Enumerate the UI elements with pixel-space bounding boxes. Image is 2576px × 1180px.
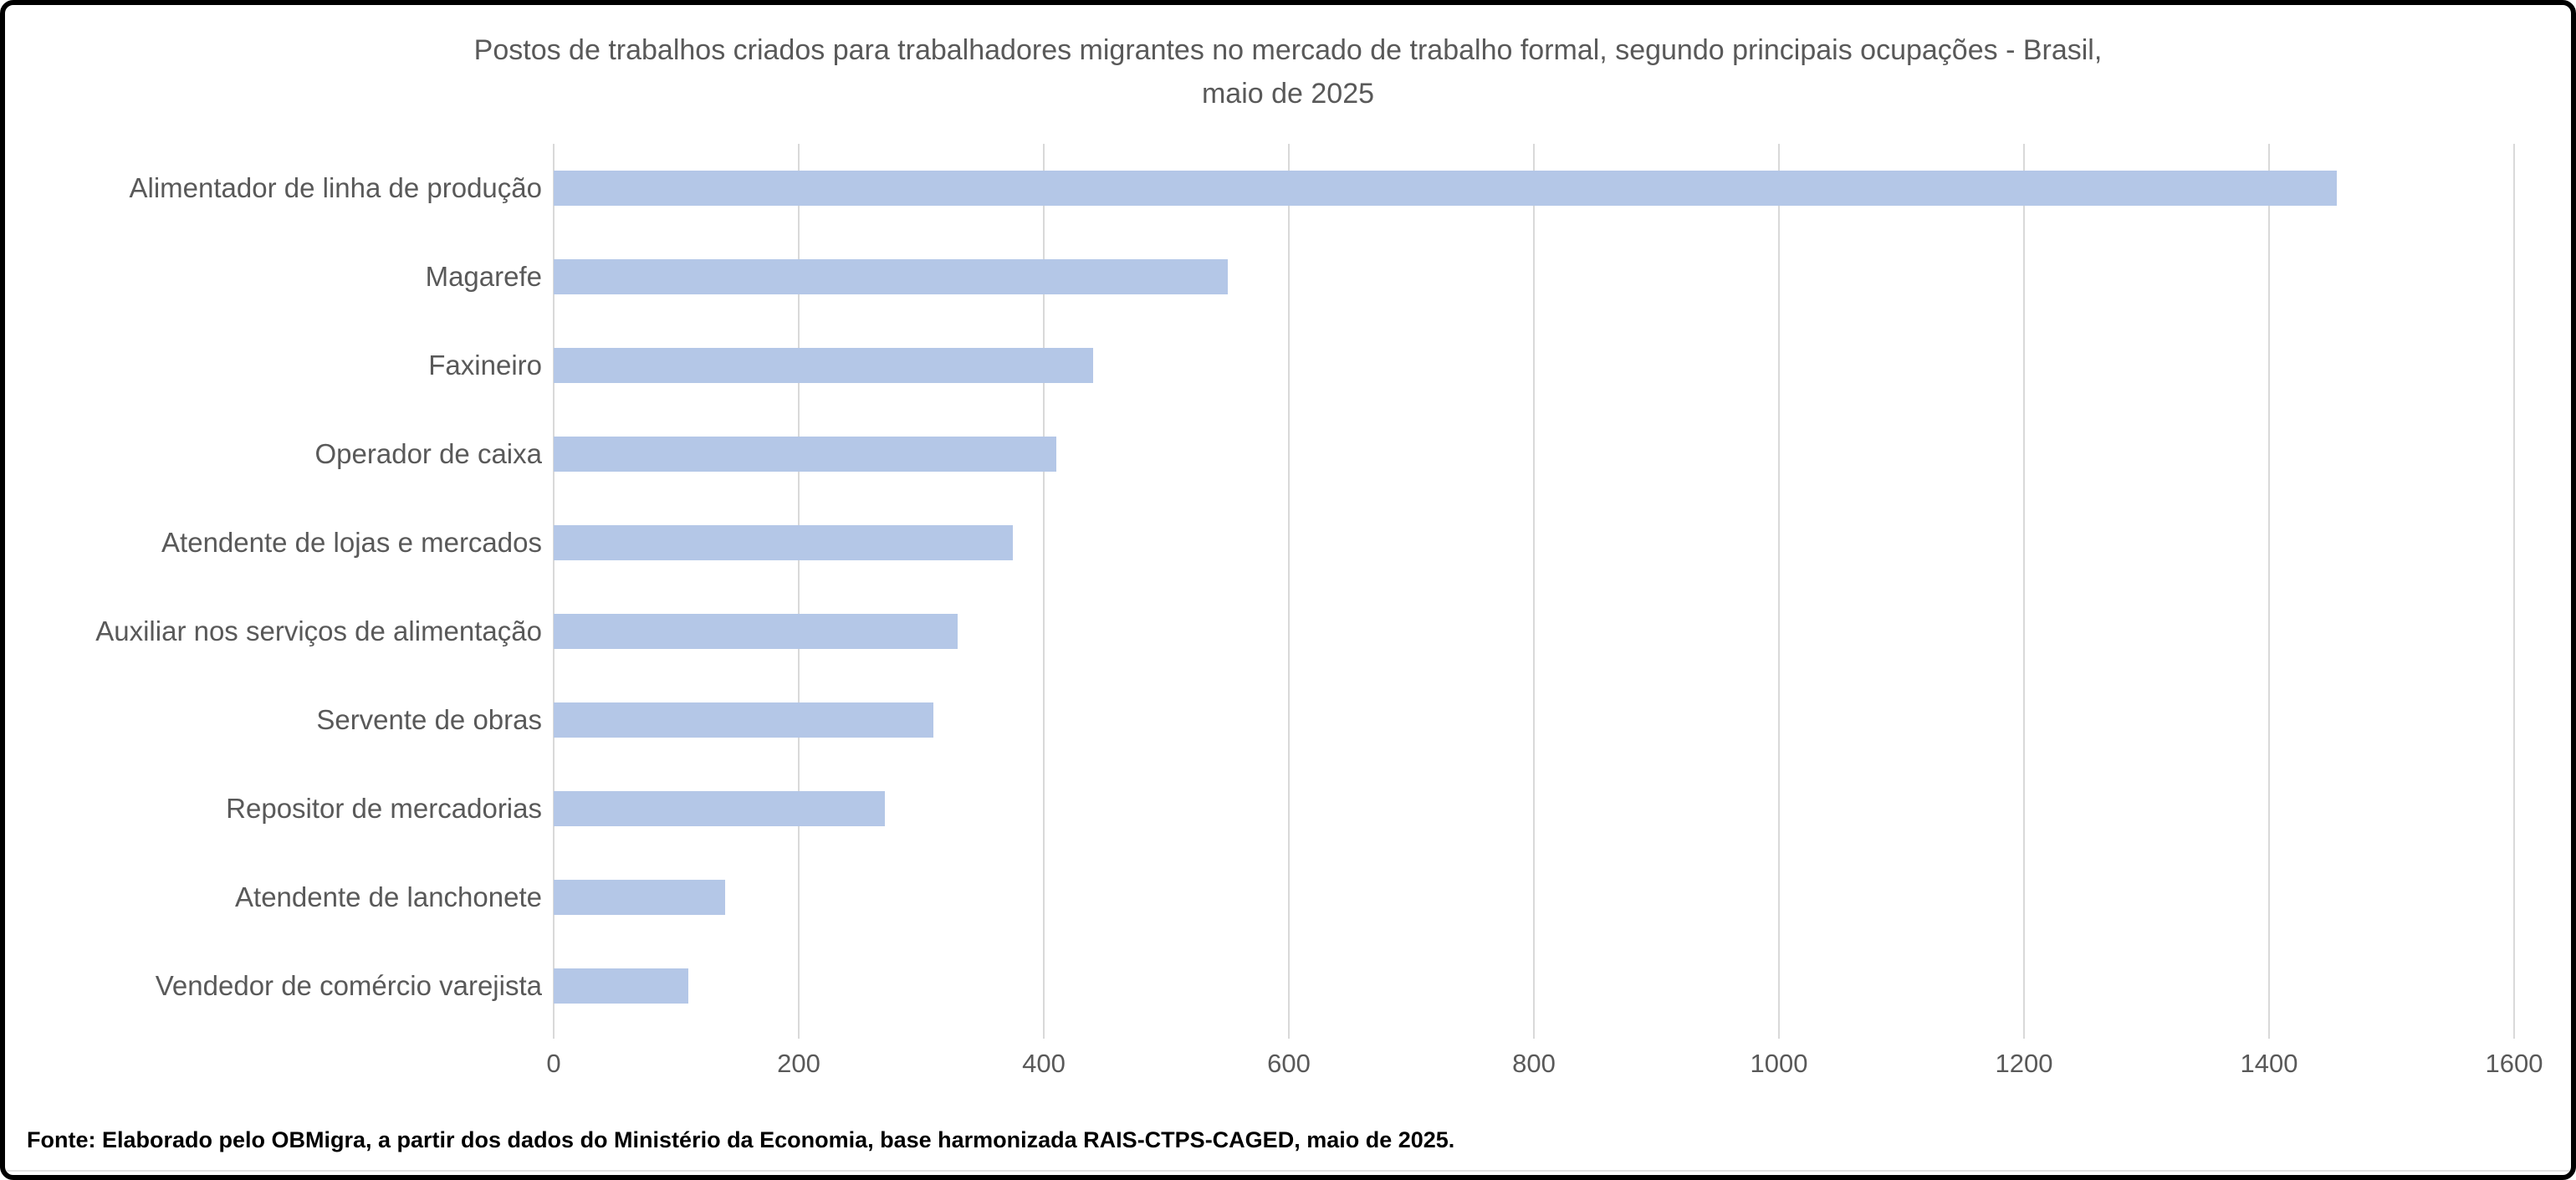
category-label: Atendente de lojas e mercados [161,527,542,558]
source-note: Fonte: Elaborado pelo OBMigra, a partir … [27,1127,1455,1152]
bar-row [554,321,2514,410]
category-label: Auxiliar nos serviços de alimentação [95,616,542,646]
category-label: Magarefe [425,261,542,292]
bar-row [554,498,2514,587]
bar-row [554,144,2514,232]
bar [554,348,1093,383]
bar [554,968,689,1004]
plot-area [553,144,2515,1039]
bar-row [554,232,2514,321]
gridline [1778,144,1780,1039]
x-tick-label: 1400 [2240,1049,2298,1078]
chart-title: Postos de trabalhos criados para trabalh… [5,28,2571,115]
category-label: Faxineiro [428,350,542,381]
x-tick-label: 600 [1267,1049,1311,1078]
bar-row [554,410,2514,498]
bar-row [554,587,2514,676]
x-tick-label: 200 [777,1049,820,1078]
category-label: Servente de obras [316,704,542,735]
gridline [553,144,555,1039]
x-tick-label: 0 [546,1049,561,1078]
category-label: Alimentador de linha de produção [129,172,542,203]
bar [554,525,1014,560]
value-axis: 0 200 400 600 800 1000 1200 1400 1600 [546,1049,2543,1089]
gridline [2513,144,2515,1039]
gridline [2268,144,2270,1039]
category-label: Operador de caixa [314,438,543,469]
category-label: Repositor de mercadorias [226,793,542,824]
x-tick-label: 1600 [2485,1049,2543,1078]
gridline [2023,144,2025,1039]
bar-row [554,942,2514,1030]
x-tick-label: 1200 [1995,1049,2053,1078]
bar [554,437,1056,472]
category-label: Atendente de lanchonete [235,881,542,912]
bar [554,880,726,915]
bar-series [554,144,2514,1030]
gridline [1288,144,1290,1039]
gridline [798,144,800,1039]
chart-title-line-1: Postos de trabalhos criados para trabalh… [473,34,2103,66]
category-label: Vendedor de comércio varejista [155,970,542,1001]
x-tick-label: 800 [1512,1049,1556,1078]
bar [554,702,934,738]
bar [554,791,885,826]
bar-row [554,764,2514,853]
gridline [1043,144,1045,1039]
bar [554,614,958,649]
x-tick-label: 1000 [1750,1049,1808,1078]
gridline [1533,144,1535,1039]
category-axis: Alimentador de linha de produção Magarefe… [17,144,542,1030]
chart-title-line-2: maio de 2025 [1201,78,1375,110]
bar [554,259,1228,294]
x-tick-label: 400 [1022,1049,1066,1078]
bar-row [554,853,2514,942]
bar [554,171,2337,206]
bottom-divider [5,1170,2571,1172]
bar-row [554,676,2514,764]
